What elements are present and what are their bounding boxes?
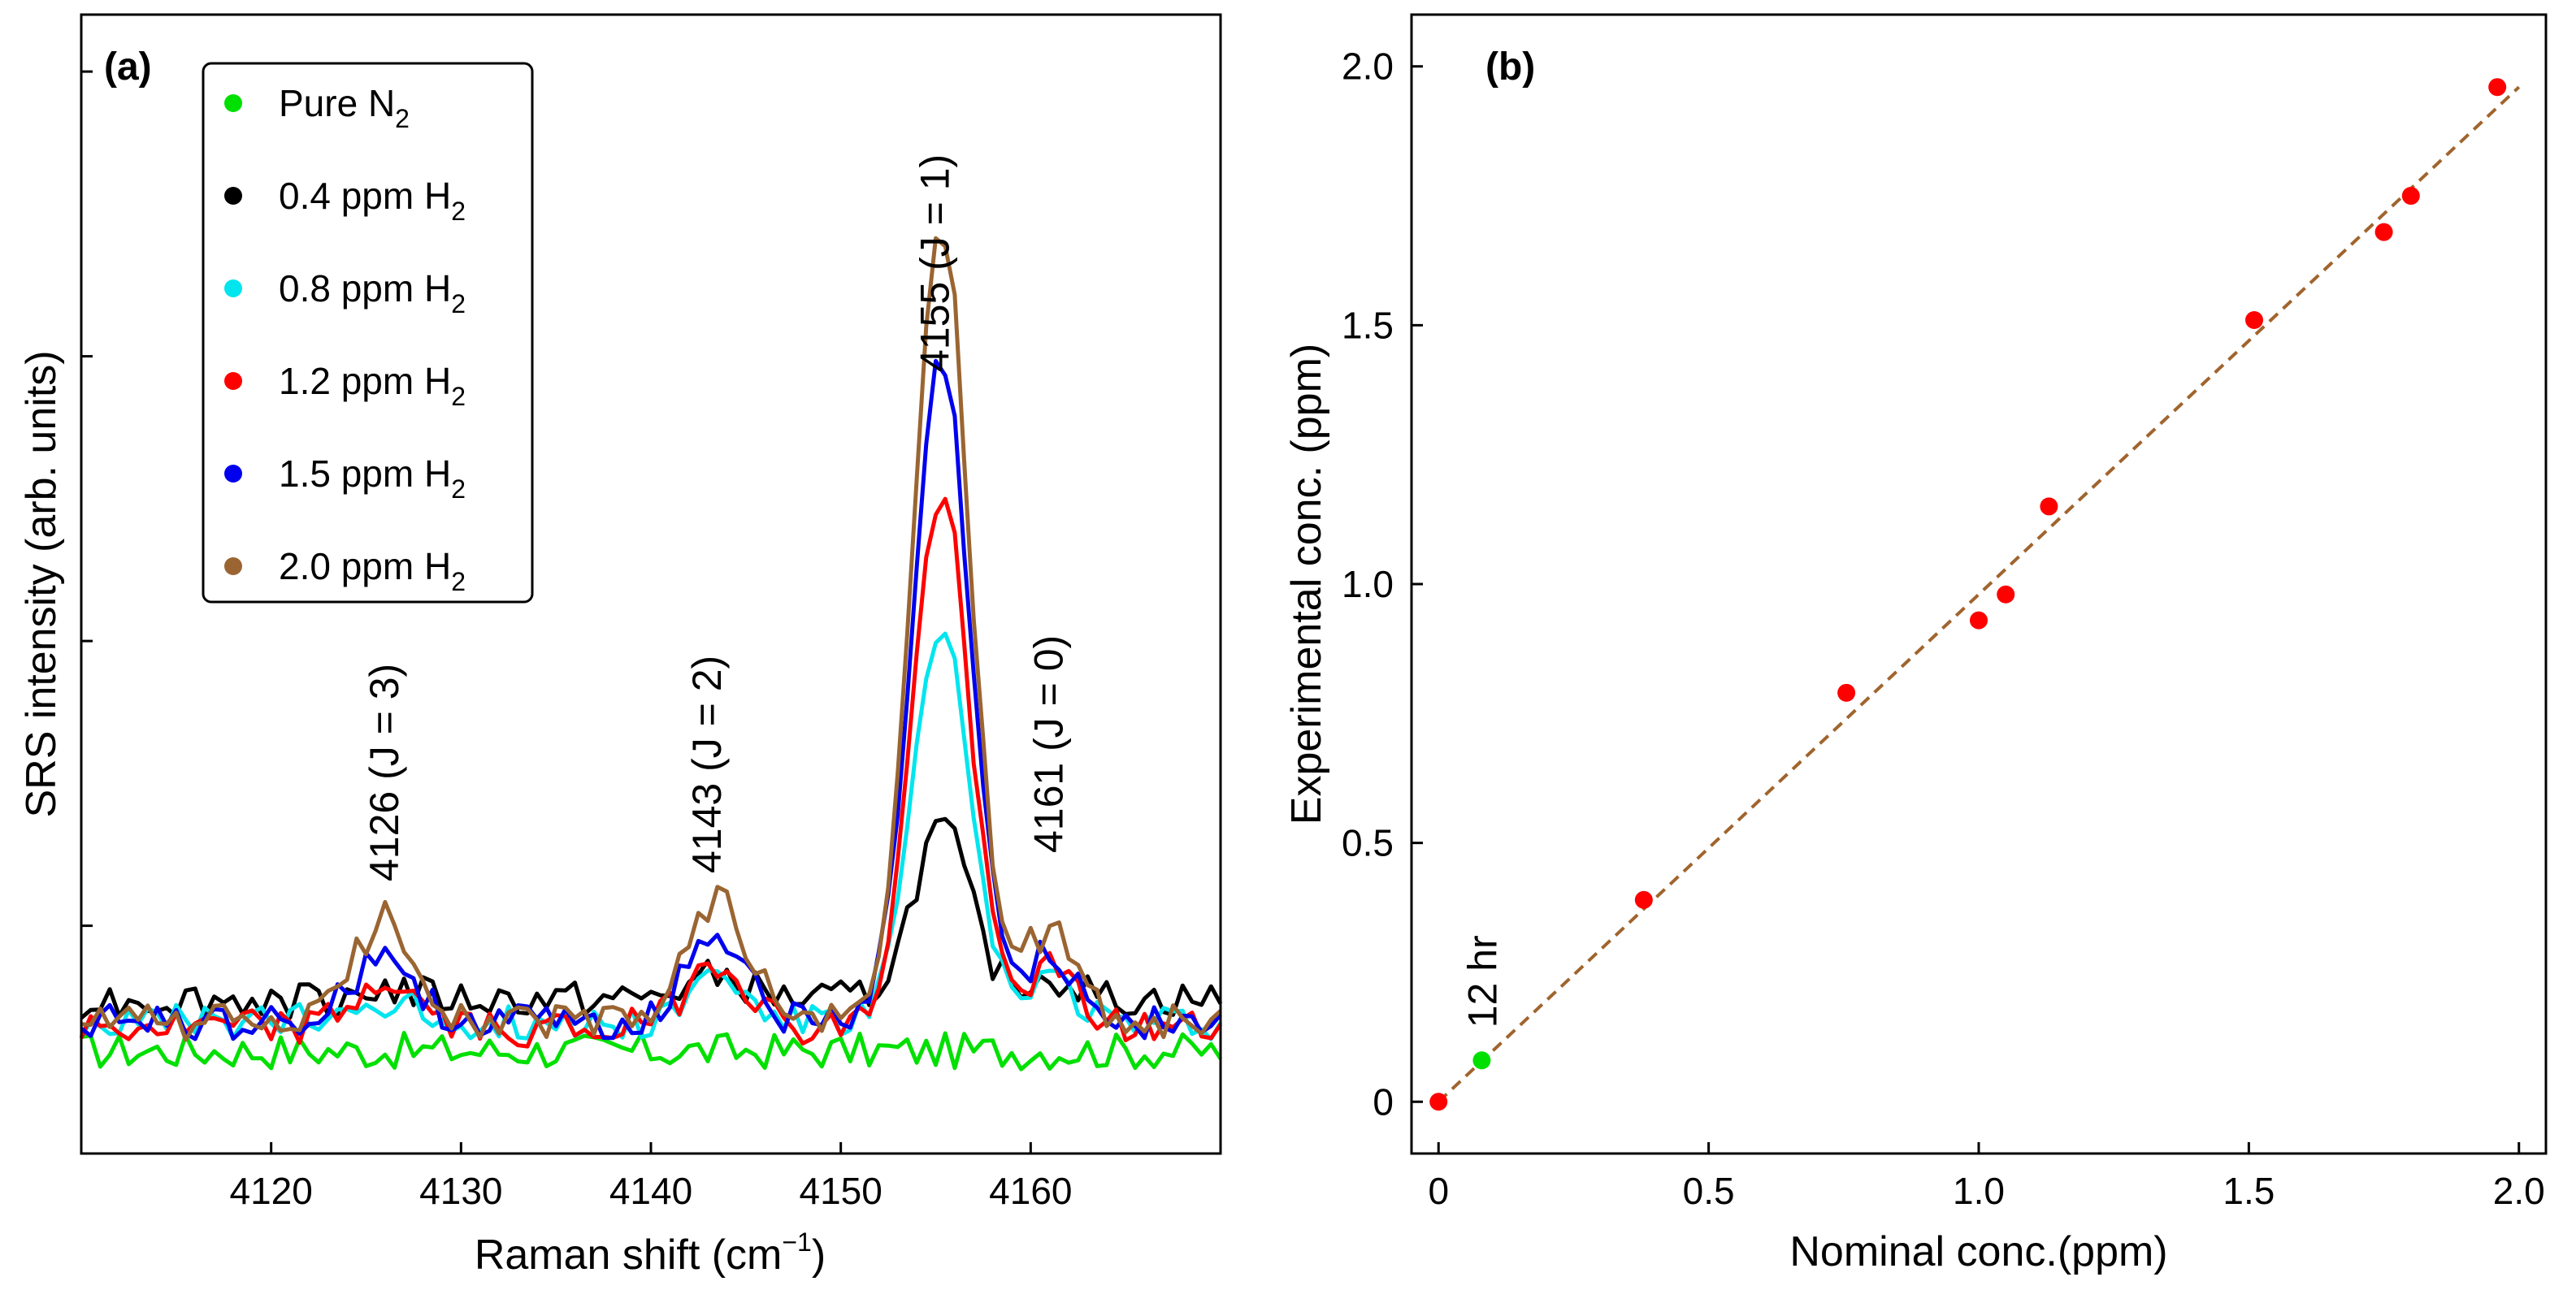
panel-b-x-ticks: 0 0.5 1.0 1.5 2.0 (1428, 1142, 2545, 1212)
series-line-5 (80, 236, 1222, 1042)
data-point (1997, 585, 2015, 604)
legend-label: Pure N2 (279, 82, 410, 133)
panel-b-x-axis-title: Nominal conc.(ppm) (1789, 1228, 2167, 1275)
panel-b-y-tick-label: 2.0 (1342, 45, 1394, 88)
panel-b-plot-frame (1410, 13, 2548, 1155)
panel-a-x-tick-label: 4160 (989, 1170, 1072, 1212)
panel-a-x-ticks: 4120 4130 4140 4150 4160 (229, 1142, 1073, 1212)
annotation-12hr: 12 hr (1459, 935, 1505, 1028)
panel-a-x-axis-title: Raman shift (cm−1) (475, 1227, 826, 1279)
panel-b-y-tick-label: 0 (1373, 1080, 1394, 1123)
legend-marker (224, 465, 242, 483)
panel-a-peak-labels: 4126 (J = 3) 4143 (J = 2) 4155 (J = 1) 4161… (362, 154, 1072, 881)
legend-label: 1.5 ppm H2 (279, 452, 466, 504)
panel-a-x-tick-label: 4120 (229, 1170, 312, 1212)
panel-a-series-group (79, 236, 1223, 1071)
data-point (2040, 497, 2058, 516)
panel-a-legend: Pure N2 0.4 ppm H2 0.8 ppm H2 1.2 ppm H2 1.5… (202, 62, 534, 604)
legend-label: 1.2 ppm H2 (279, 360, 466, 411)
data-point (2245, 310, 2264, 329)
panel-b-y-tick-label: 1.0 (1342, 563, 1394, 605)
peak-label: 4143 (J = 2) (684, 656, 730, 873)
panel-a-x-tick-label: 4140 (609, 1170, 692, 1212)
panel-b-y-ticks: 0 0.5 1.0 1.5 2.0 (1342, 45, 1423, 1123)
data-point (1429, 1093, 1448, 1111)
panel-b-x-tick-label: 2.0 (2493, 1170, 2545, 1212)
panel-b-tag: (b) (1485, 45, 1535, 89)
data-point (1970, 611, 1988, 630)
data-point (1837, 683, 1856, 702)
panel-b-y-tick-label: 1.5 (1342, 304, 1394, 346)
peak-label: 4126 (J = 3) (362, 664, 407, 881)
panel-b-points (1429, 78, 2507, 1111)
peak-label: 4155 (J = 1) (913, 154, 958, 372)
legend-label: 0.8 ppm H2 (279, 267, 466, 318)
data-point (2488, 78, 2507, 97)
legend-marker (224, 279, 242, 297)
legend-marker (224, 187, 242, 205)
panel-b-y-tick-label: 0.5 (1342, 822, 1394, 864)
data-point (2401, 187, 2420, 206)
panel-b-x-tick-label: 0 (1428, 1170, 1449, 1212)
panel-a-spectra: 4120 4130 4140 4150 4160 4126 (J = 3) 4143 (J… (18, 13, 1223, 1279)
series-line-0 (80, 1031, 1223, 1071)
legend-marker (224, 94, 242, 112)
panel-b-x-tick-label: 1.5 (2223, 1170, 2275, 1212)
panel-b-calibration: 0 0.5 1.0 1.5 2.0 0 0.5 1.0 1.5 2.0 12 hr (b) No… (1283, 13, 2548, 1275)
fit-line (1437, 85, 2521, 1103)
panel-a-y-ticks (81, 70, 93, 928)
data-point (2374, 223, 2393, 241)
panel-a-x-tick-label: 4130 (419, 1170, 502, 1212)
panel-b-y-axis-title: Experimental conc. (ppm) (1283, 344, 1330, 825)
legend-marker (224, 557, 242, 575)
data-point (1472, 1051, 1491, 1070)
legend-label: 0.4 ppm H2 (279, 175, 466, 226)
series-line-4 (80, 358, 1222, 1041)
data-point (1634, 890, 1653, 909)
panel-a-tag: (a) (104, 45, 152, 89)
legend-label: 2.0 ppm H2 (279, 545, 466, 596)
legend-box (202, 62, 534, 604)
peak-label: 4161 (J = 0) (1026, 635, 1072, 853)
series-line-2 (79, 631, 1223, 1041)
panel-a-x-tick-label: 4150 (799, 1170, 882, 1212)
legend-marker (224, 372, 242, 390)
panel-b-x-tick-label: 1.0 (1953, 1170, 2005, 1212)
panel-b-x-tick-label: 0.5 (1683, 1170, 1735, 1212)
panel-a-y-axis-title: SRS intensity (arb. units) (18, 350, 65, 817)
series-line-3 (79, 496, 1223, 1049)
